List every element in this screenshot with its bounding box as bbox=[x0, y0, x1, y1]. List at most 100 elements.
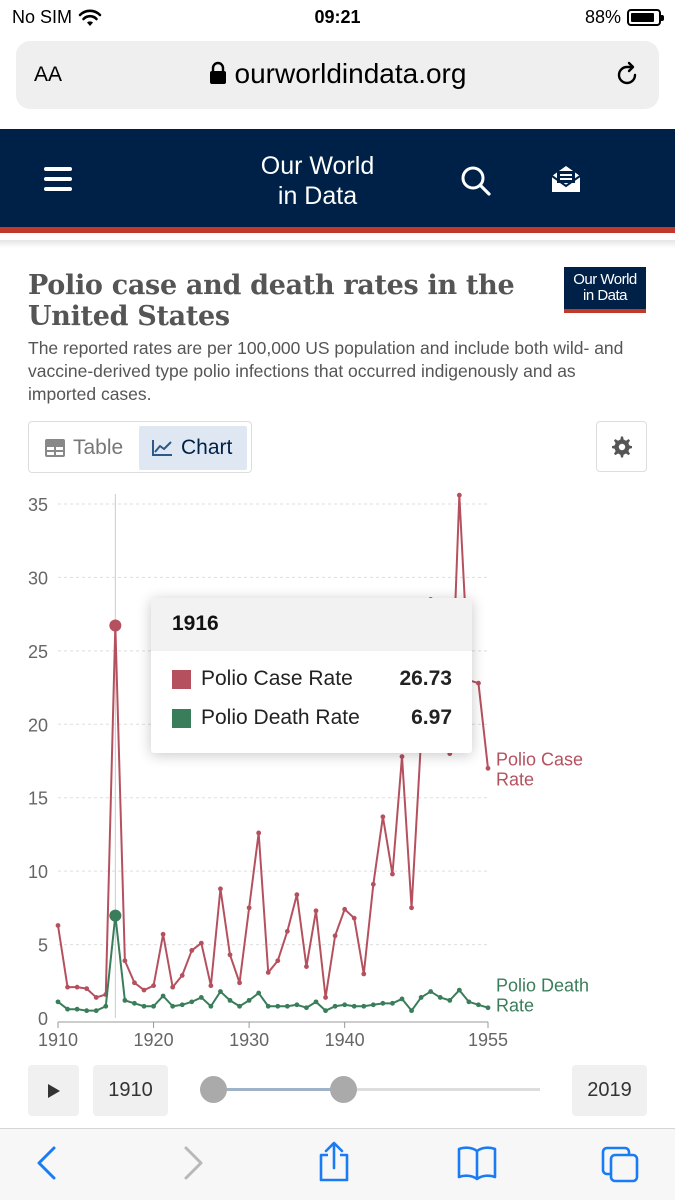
y-tick-label-0: 0 bbox=[38, 1009, 48, 1029]
data-point-1-1917 bbox=[122, 997, 128, 1003]
play-button[interactable] bbox=[28, 1065, 79, 1116]
data-point-0-1936 bbox=[304, 964, 309, 969]
y-tick-label-20: 20 bbox=[28, 715, 48, 735]
timeline-start-handle[interactable] bbox=[200, 1076, 227, 1103]
data-point-1-1945 bbox=[390, 1000, 395, 1006]
data-point-1-1911 bbox=[65, 1006, 70, 1012]
owid-logo-badge[interactable]: Our World in Data bbox=[564, 267, 646, 313]
bookmarks-icon[interactable] bbox=[456, 1145, 498, 1181]
y-tick-label-25: 25 bbox=[28, 642, 48, 662]
data-point-1-1949 bbox=[428, 989, 434, 994]
timeline-end-handle[interactable] bbox=[329, 1076, 357, 1103]
tab-chart[interactable]: Chart bbox=[139, 426, 247, 470]
tab-chart-label: Chart bbox=[181, 436, 233, 459]
data-point-1-1940 bbox=[342, 1002, 348, 1008]
battery-fill bbox=[631, 13, 654, 22]
data-point-1-1931 bbox=[256, 990, 262, 996]
data-point-0-1928 bbox=[227, 952, 233, 958]
logo-line-2: in Data bbox=[277, 182, 358, 210]
data-point-1-1943 bbox=[370, 1002, 376, 1008]
timeline-track[interactable] bbox=[200, 1088, 540, 1091]
data-point-1-1936 bbox=[304, 1005, 309, 1011]
data-point-0-1925 bbox=[198, 940, 204, 946]
data-point-0-1930 bbox=[246, 905, 252, 911]
y-tick-label-15: 15 bbox=[28, 789, 48, 809]
tab-table-label: Table bbox=[73, 436, 124, 459]
data-point-0-1920 bbox=[151, 983, 156, 989]
data-point-0-1931 bbox=[256, 830, 262, 836]
chart-subtitle: The reported rates are per 100,000 US po… bbox=[28, 338, 624, 404]
y-tick-label-5: 5 bbox=[38, 936, 48, 956]
x-tick-label-1920: 1920 bbox=[134, 1030, 174, 1050]
status-left: No SIM bbox=[12, 7, 102, 28]
data-point-1-1923 bbox=[179, 1002, 185, 1008]
data-point-1-1951 bbox=[447, 997, 453, 1003]
lock-icon bbox=[209, 61, 226, 84]
tooltip-label-case: Polio Case Rate bbox=[201, 667, 353, 690]
data-point-1-1919 bbox=[141, 1003, 147, 1009]
data-point-0-1911 bbox=[65, 984, 70, 990]
search-icon[interactable] bbox=[460, 165, 492, 197]
newsletter-icon[interactable] bbox=[550, 163, 582, 195]
url-text: ourworldindata.org bbox=[234, 58, 467, 89]
x-tick-label-1940: 1940 bbox=[325, 1030, 365, 1050]
data-point-1-1948 bbox=[418, 995, 424, 1000]
data-point-1-1912 bbox=[74, 1006, 80, 1012]
data-point-0-1938 bbox=[323, 995, 328, 1000]
data-point-0-1913 bbox=[84, 986, 90, 992]
back-icon[interactable] bbox=[34, 1145, 60, 1181]
address-bar[interactable]: AA ourworldindata.org bbox=[16, 41, 659, 109]
url-display[interactable]: ourworldindata.org bbox=[16, 58, 659, 90]
menu-icon[interactable] bbox=[44, 167, 72, 197]
data-point-1-1939 bbox=[332, 1003, 338, 1009]
text-size-button[interactable]: AA bbox=[34, 63, 63, 86]
data-point-1-1933 bbox=[275, 1003, 281, 1009]
carrier-label: No SIM bbox=[12, 7, 73, 27]
data-point-0-1923 bbox=[179, 973, 185, 978]
data-point-1-1942 bbox=[361, 1003, 367, 1009]
data-point-0-1934 bbox=[284, 928, 290, 934]
forward-icon[interactable] bbox=[180, 1145, 206, 1181]
site-logo[interactable]: Our World in Data bbox=[0, 151, 635, 211]
x-tick-label-1955: 1955 bbox=[468, 1030, 508, 1050]
view-tabs: Table Chart bbox=[28, 421, 252, 473]
data-point-1-1914 bbox=[93, 1008, 99, 1014]
x-tick-label-1910: 1910 bbox=[38, 1030, 78, 1050]
line-chart[interactable]: 0 5 10 15 20 25 30 35 1910 1920 1930 1940 1955 Polio … bbox=[0, 485, 675, 1055]
tooltip-swatch-case bbox=[172, 670, 191, 689]
tooltip-swatch-death bbox=[172, 709, 191, 728]
data-point-0-1932 bbox=[265, 970, 271, 975]
tooltip-row-death: Polio Death Rate 6.97 bbox=[172, 705, 452, 735]
timeline-start-year[interactable]: 1910 bbox=[93, 1065, 168, 1116]
chart-settings-button[interactable] bbox=[596, 421, 647, 472]
data-point-0-1917 bbox=[122, 958, 128, 964]
data-point-1-1928 bbox=[227, 997, 233, 1003]
data-point-0-1954 bbox=[476, 680, 481, 686]
timeline-end-year[interactable]: 2019 bbox=[572, 1065, 647, 1116]
battery-percent: 88% bbox=[584, 7, 621, 27]
gear-icon bbox=[611, 436, 632, 457]
tab-table[interactable]: Table bbox=[33, 426, 137, 470]
data-point-0-1946 bbox=[399, 754, 405, 759]
data-point-0-1955 bbox=[485, 765, 491, 771]
data-point-0-1926 bbox=[208, 983, 214, 989]
data-point-0-1933 bbox=[275, 958, 281, 964]
status-bar: No SIM 09:21 88% bbox=[0, 0, 675, 36]
data-point-0-1942 bbox=[361, 971, 367, 977]
data-point-0-1912 bbox=[74, 984, 80, 990]
share-icon[interactable] bbox=[316, 1141, 352, 1183]
series-end-label-0-line2: Rate bbox=[496, 769, 534, 789]
tooltip-value-case: 26.73 bbox=[399, 667, 452, 690]
series-line-1 bbox=[57, 914, 489, 1012]
data-point-0-1940 bbox=[342, 906, 348, 912]
data-point-1-1932 bbox=[265, 1003, 271, 1009]
reload-icon[interactable] bbox=[613, 61, 641, 89]
line-chart-icon bbox=[152, 440, 172, 456]
tabs-icon[interactable] bbox=[600, 1145, 640, 1183]
chart-title: Polio case and death rates in the United… bbox=[28, 270, 515, 332]
y-tick-label-30: 30 bbox=[28, 568, 48, 588]
data-point-1-1954 bbox=[476, 1002, 481, 1008]
data-point-1-1950 bbox=[437, 995, 443, 1000]
tooltip-row-case: Polio Case Rate 26.73 bbox=[172, 666, 452, 696]
table-icon bbox=[45, 439, 65, 457]
